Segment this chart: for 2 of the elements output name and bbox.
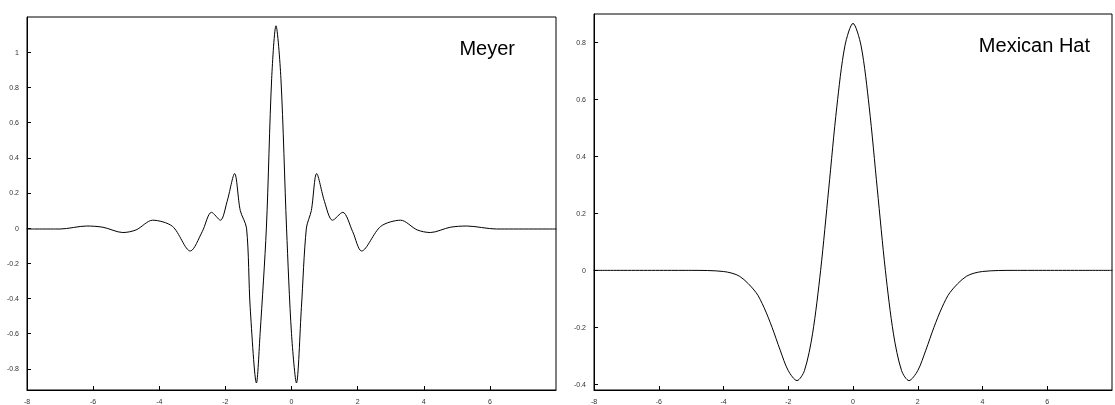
text: Meyer xyxy=(459,37,516,59)
text: Mexican Hat xyxy=(978,34,1091,56)
